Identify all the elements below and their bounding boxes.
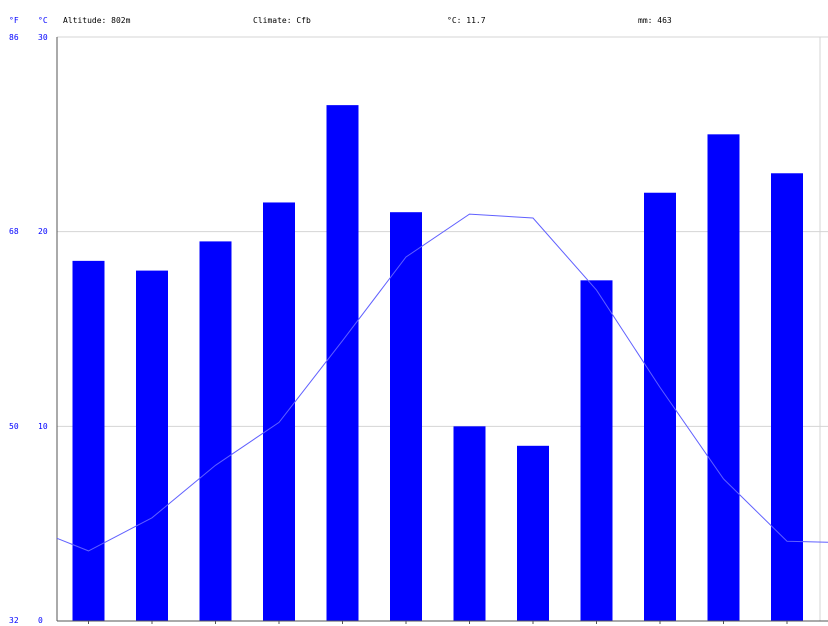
precipitation-bar (136, 270, 168, 621)
altitude-label: Altitude: 802m (63, 16, 131, 25)
fahrenheit-tick-label: 86 (9, 33, 19, 42)
fahrenheit-tick-label: 50 (9, 422, 19, 431)
precipitation-bar (517, 445, 549, 621)
celsius-tick-label: 20 (38, 227, 48, 236)
climate-label: Climate: Cfb (253, 16, 311, 25)
fahrenheit-unit-label: °F (9, 16, 19, 25)
precipitation-bars (72, 105, 803, 622)
temperature-line (56, 213, 828, 552)
celsius-tick-label: 30 (38, 33, 48, 42)
fahrenheit-tick-label: 32 (9, 616, 19, 625)
precipitation-bar (72, 260, 105, 621)
precipitation-total-label: mm: 463 (638, 16, 672, 25)
precipitation-bar (326, 105, 359, 622)
average-temperature-label: °C: 11.7 (447, 16, 486, 25)
celsius-tick-label: 0 (38, 616, 43, 625)
precipitation-bar (707, 134, 740, 622)
x-tick-marks (88, 621, 788, 624)
precipitation-bar (580, 280, 613, 621)
grid-lines (56, 36, 828, 621)
precipitation-bar (771, 173, 803, 621)
precipitation-bar (453, 426, 486, 621)
precipitation-bar (390, 212, 422, 621)
celsius-tick-label: 10 (38, 422, 48, 431)
precipitation-bar (199, 241, 232, 621)
celsius-unit-label: °C (38, 16, 48, 25)
precipitation-bar (644, 192, 676, 621)
fahrenheit-tick-label: 68 (9, 227, 19, 236)
precipitation-bar (263, 202, 295, 621)
